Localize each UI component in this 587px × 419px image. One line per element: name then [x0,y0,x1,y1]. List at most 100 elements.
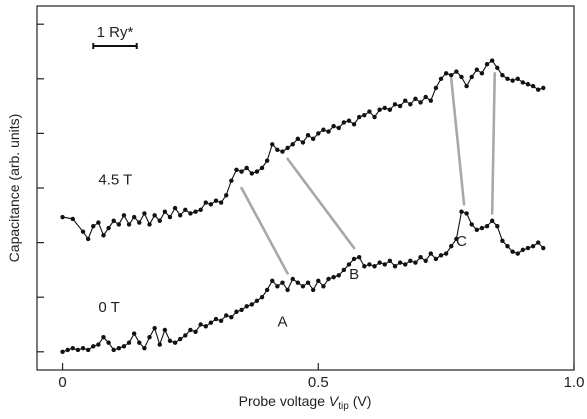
data-point-0-t-76 [449,244,454,249]
data-point-4-5-t-90 [530,83,536,89]
x-tick-label-1: 0.5 [308,374,329,391]
data-point-4-5-t-41 [280,149,285,154]
data-point-4-5-t-34 [244,165,249,171]
data-point-0-t-63 [382,262,387,267]
data-point-0-t-58 [357,254,362,260]
data-point-0-t-45 [290,276,295,282]
data-point-4-5-t-32 [234,167,239,172]
data-point-4-5-t-22 [183,207,188,213]
data-point-4-5-t-60 [377,107,382,112]
series-line-4-5-t [62,59,544,241]
data-point-0-t-17 [147,335,152,340]
data-point-4-5-t-45 [300,140,306,145]
data-point-0-t-27 [198,322,203,327]
data-point-4-5-t-37 [259,165,265,171]
data-point-0-t-70 [418,254,423,260]
data-point-4-5-t-31 [229,178,234,183]
data-point-0-t-42 [275,284,280,289]
data-point-0-t-0 [60,349,65,354]
data-point-4-5-t-10 [121,213,127,218]
data-point-0-t-9 [106,340,111,345]
data-point-4-5-t-33 [239,169,244,174]
data-point-0-t-10 [111,347,116,353]
data-point-0-t-94 [541,245,546,251]
data-point-0-t-4 [80,345,86,351]
data-point-4-5-t-26 [203,200,208,205]
data-point-4-5-t-35 [249,171,254,176]
data-point-4-5-t-58 [367,109,372,114]
data-point-4-5-t-70 [428,98,433,103]
data-point-0-t-35 [239,307,244,313]
data-point-0-t-14 [131,331,137,336]
data-point-4-5-t-20 [172,205,178,211]
data-point-4-5-t-4 [91,224,96,229]
data-point-0-t-52 [326,276,331,282]
data-point-4-5-t-17 [157,218,162,223]
connector-line-1 [286,157,356,250]
data-point-0-t-67 [403,262,408,267]
data-point-0-t-60 [367,262,372,267]
data-point-0-t-74 [438,253,444,258]
data-point-4-5-t-78 [469,74,474,80]
data-point-0-t-54 [336,273,341,278]
data-point-0-t-75 [443,251,449,256]
data-point-0-t-83 [484,224,490,229]
data-point-0-t-66 [397,260,403,265]
data-point-0-t-49 [310,287,316,293]
data-point-4-5-t-15 [147,222,152,227]
data-point-4-5-t-87 [515,76,520,82]
data-point-4-5-t-73 [443,71,449,76]
data-point-0-t-50 [316,278,321,284]
data-point-0-t-5 [85,347,91,353]
data-point-0-t-68 [408,258,413,263]
data-point-0-t-85 [495,224,500,229]
data-point-0-t-47 [300,284,306,289]
data-point-0-t-61 [372,264,377,269]
data-point-0-t-80 [469,222,474,227]
data-point-4-5-t-51 [331,123,336,129]
connector-line-3 [490,72,497,215]
data-point-0-t-82 [479,225,485,231]
data-point-4-5-t-29 [218,200,224,205]
series-label-0-t: 0 T [98,299,119,316]
data-point-0-t-59 [362,264,367,269]
data-point-4-5-t-11 [126,222,132,227]
data-point-4-5-t-52 [336,125,341,131]
data-point-4-5-t-55 [351,122,357,127]
data-point-0-t-25 [188,327,193,333]
data-point-4-5-t-9 [116,222,122,227]
data-point-4-5-t-16 [152,213,157,218]
data-point-0-t-81 [474,227,480,233]
y-axis-label: Capacitance (arb. units) [6,114,22,263]
data-point-0-t-90 [520,247,526,253]
data-point-0-t-62 [377,260,382,265]
data-point-0-t-78 [459,209,464,214]
data-point-4-5-t-6 [101,233,106,238]
data-point-0-t-41 [270,278,275,284]
data-point-4-5-t-50 [326,129,331,134]
data-point-4-5-t-62 [387,107,393,112]
data-point-0-t-15 [137,340,142,345]
series-line-0-t [62,210,544,353]
data-point-4-5-t-91 [536,87,541,92]
data-point-0-t-26 [193,329,198,334]
data-point-4-5-t-36 [254,169,260,174]
data-point-4-5-t-80 [479,71,485,76]
data-point-4-5-t-13 [137,220,142,225]
data-point-0-t-6 [91,344,96,349]
data-point-0-t-23 [178,336,183,342]
data-point-4-5-t-47 [310,136,316,142]
data-point-0-t-2 [70,345,76,351]
data-point-0-t-71 [423,258,428,263]
data-point-4-5-t-39 [270,142,275,147]
data-point-0-t-3 [75,347,81,353]
data-point-0-t-1 [65,347,70,353]
series-label-4-5-t: 4.5 T [98,171,132,188]
data-point-0-t-53 [331,274,336,280]
data-point-4-5-t-75 [454,69,459,74]
data-point-4-5-t-44 [295,136,301,142]
data-point-0-t-73 [433,256,439,262]
data-point-4-5-t-53 [341,120,347,125]
data-point-0-t-84 [489,218,495,223]
